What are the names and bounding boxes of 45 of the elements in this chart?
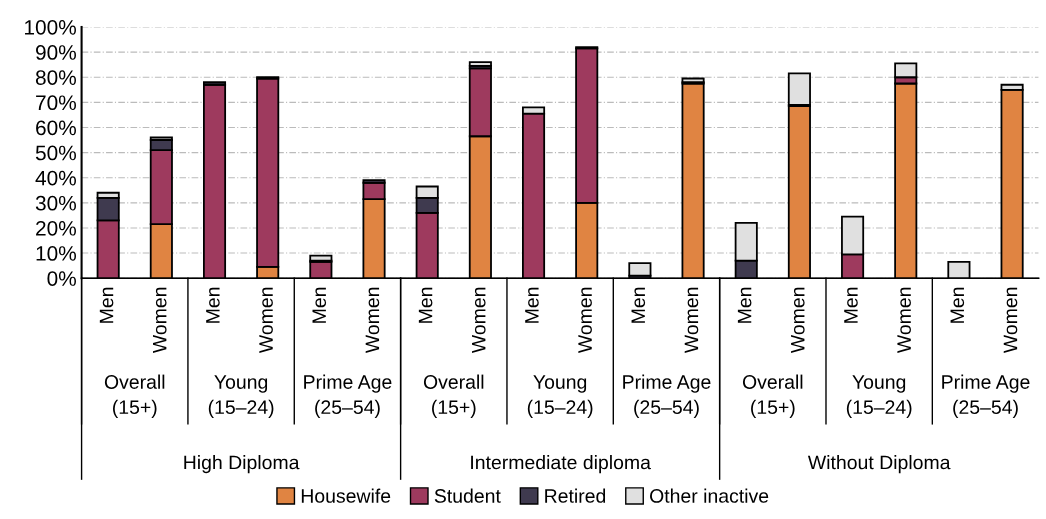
text: Intermediate diploma <box>471 455 651 474</box>
x-tick-label: Women <box>153 287 167 354</box>
text: Prime Age (25–54) <box>942 374 1030 418</box>
x-tick-label: Men <box>737 287 752 323</box>
text: Young (15–24) <box>527 375 593 418</box>
x-tick-label: Men <box>950 287 965 323</box>
y-tick-label: 40% <box>35 170 76 186</box>
legend-label: Housewife <box>301 488 391 503</box>
x-tick-label: Men <box>525 287 539 323</box>
text: Overall (15+) <box>104 374 165 418</box>
text: Without Diploma <box>807 455 951 474</box>
x-tick-label: Women <box>897 287 911 354</box>
text: Young (15–24) <box>208 375 274 418</box>
x-tick-label: Men <box>312 287 327 323</box>
y-tick-label: 50% <box>35 145 76 161</box>
x-tick-label: Women <box>791 287 805 354</box>
y-tick-label: 70% <box>36 95 76 111</box>
x-tick-label: Men <box>418 287 433 323</box>
x-tick-label: Women <box>365 287 380 354</box>
text: Overall (15+) <box>742 374 803 418</box>
y-tick-label: 10% <box>36 246 76 261</box>
text: Prime Age (25–54) <box>623 374 711 418</box>
legend-label: Retired <box>545 488 606 503</box>
y-tick-label: 0% <box>47 271 76 286</box>
text: Prime Age (25–54) <box>304 374 392 418</box>
x-tick-label: Women <box>1003 287 1018 354</box>
y-tick-label: 30% <box>35 195 76 211</box>
legend-label: Student <box>434 488 501 503</box>
text: High Diploma <box>184 455 300 474</box>
x-tick-label: Men <box>844 287 858 323</box>
x-tick-label: Women <box>684 287 699 354</box>
y-tick-label: 90% <box>36 45 76 60</box>
x-tick-label: Men <box>99 287 114 323</box>
legend-label: Other inactive <box>650 488 769 503</box>
y-tick-label: 60% <box>36 120 76 136</box>
y-tick-label: 100% <box>25 19 76 35</box>
x-tick-label: Men <box>206 287 220 323</box>
x-tick-label: Women <box>472 287 486 354</box>
x-tick-label: Men <box>631 287 646 323</box>
text: Overall (15+) <box>423 374 484 418</box>
y-tick-label: 80% <box>35 70 76 85</box>
y-tick-label: 20% <box>36 220 76 236</box>
x-tick-label: Women <box>578 287 592 354</box>
text: Young (15–24) <box>846 375 912 418</box>
x-tick-label: Women <box>259 287 273 354</box>
